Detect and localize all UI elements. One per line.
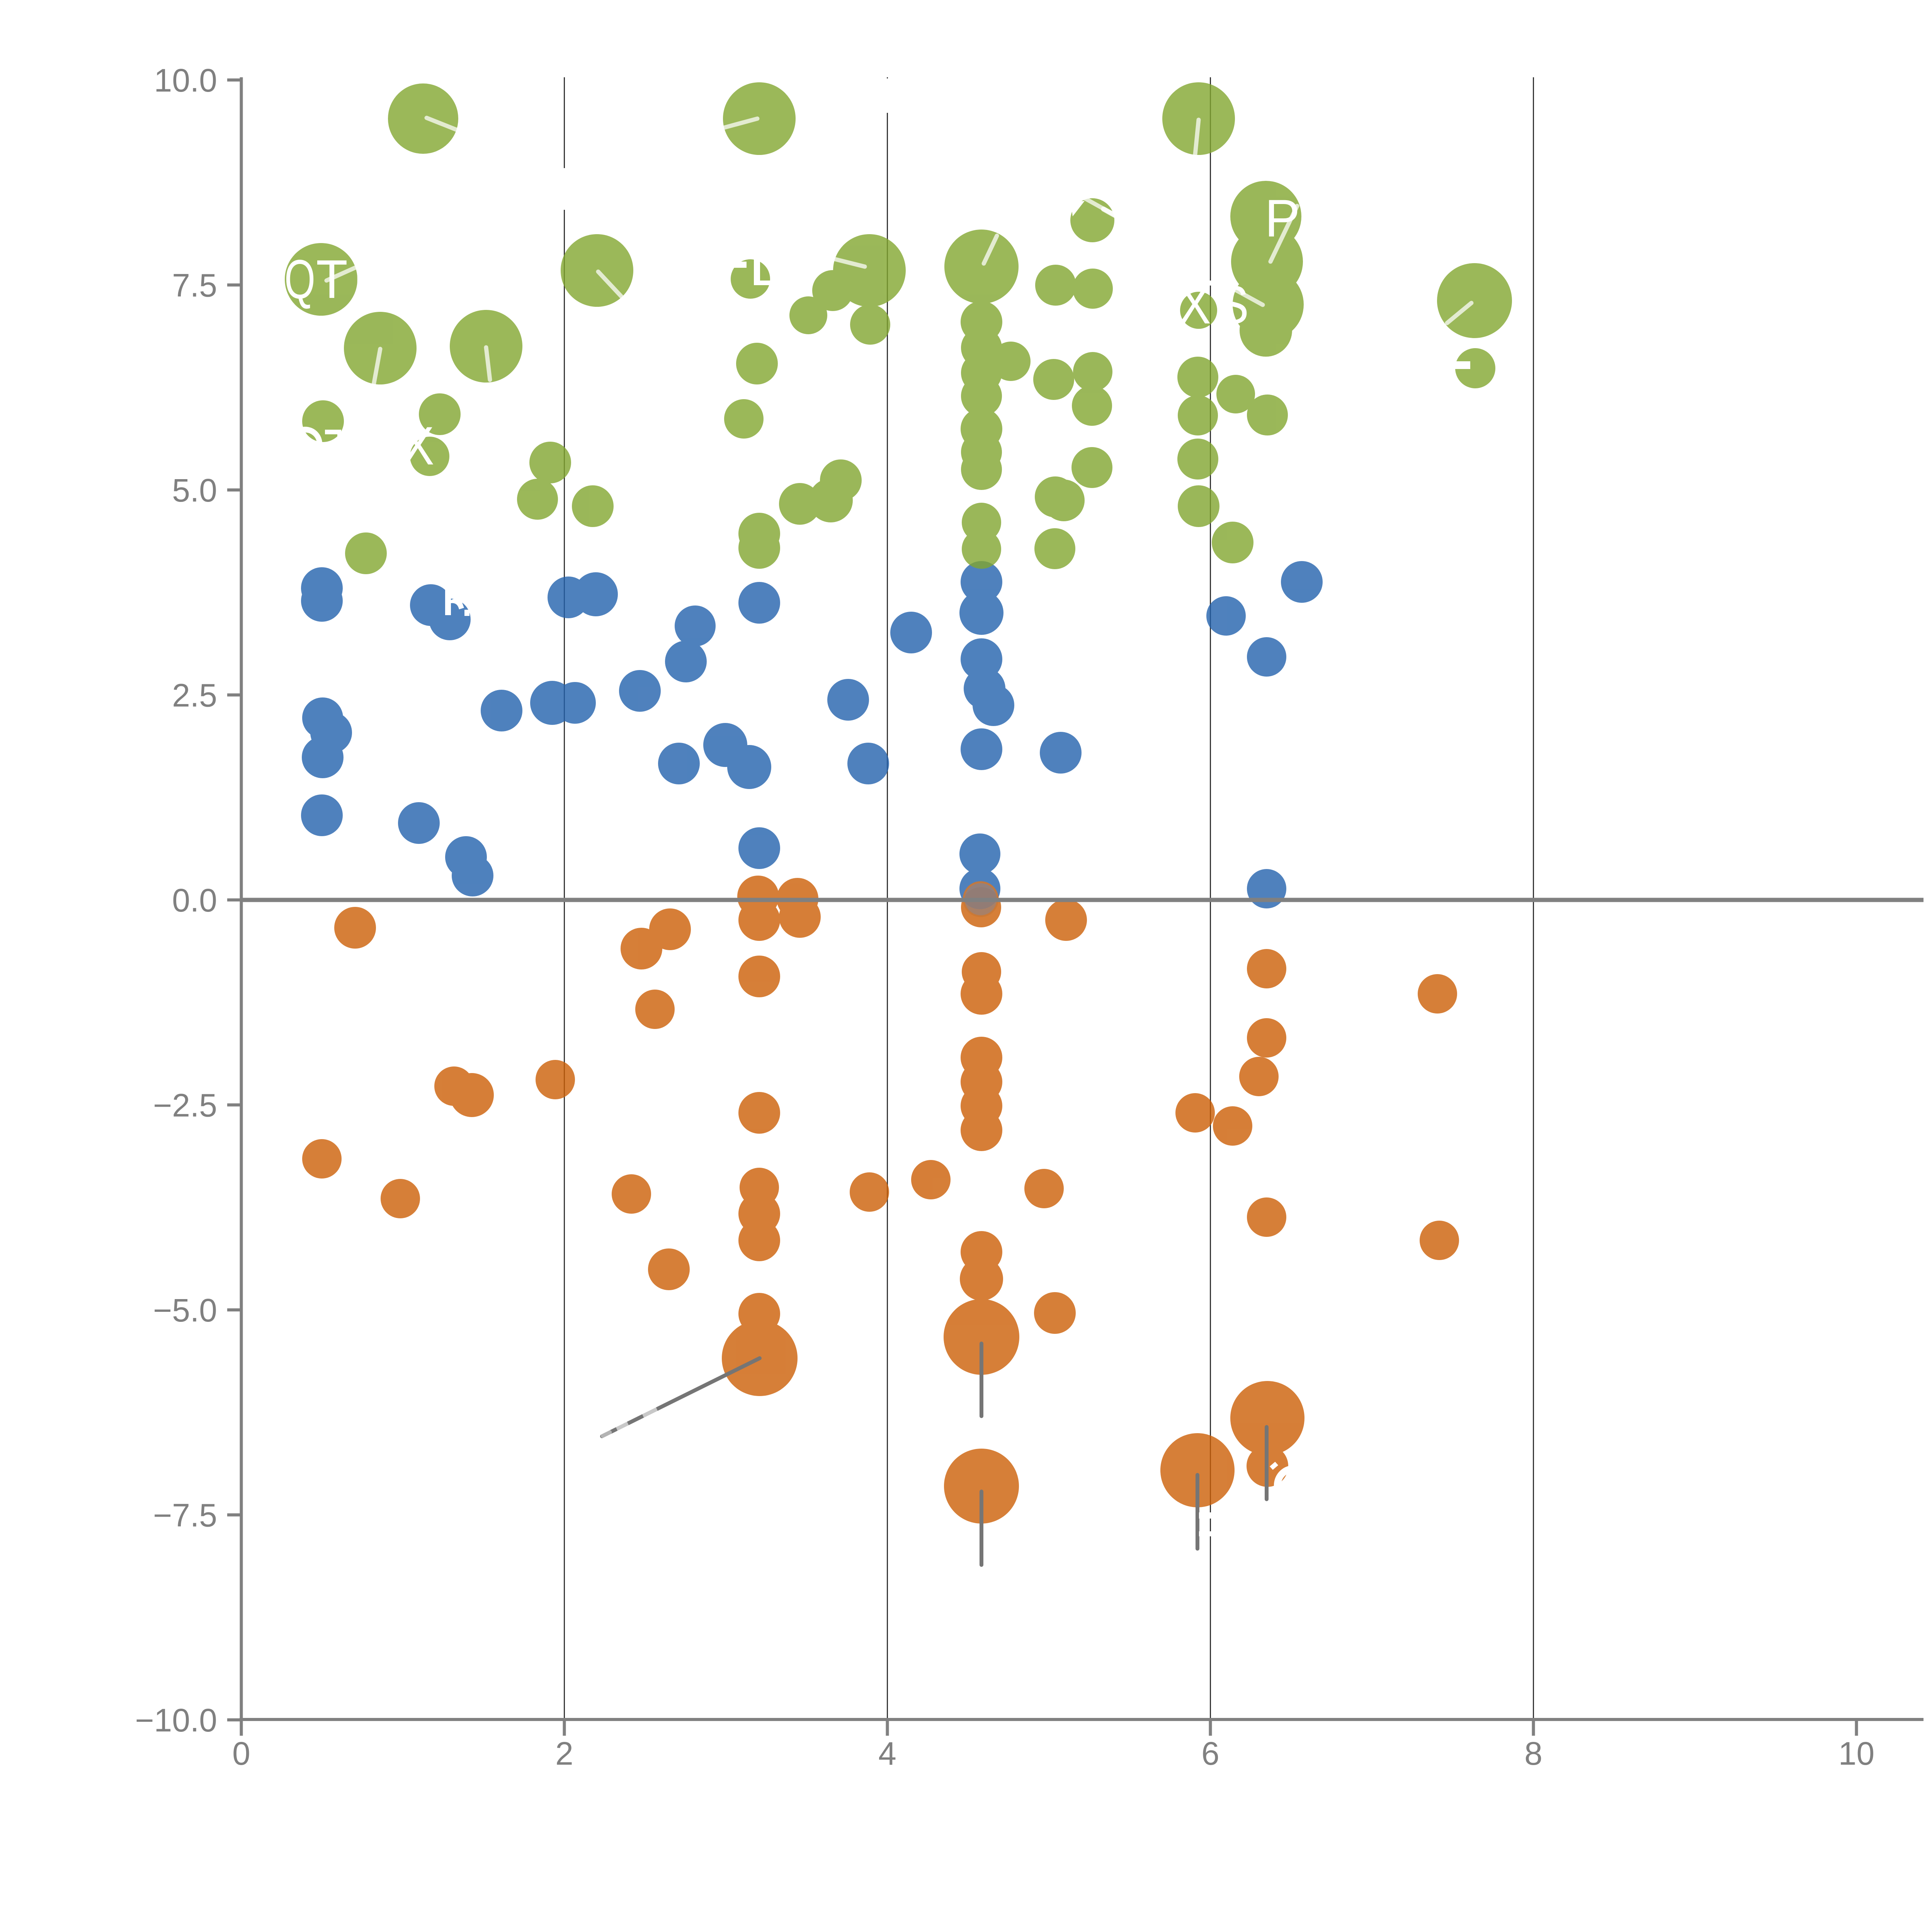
svg-text:Q: Q: [284, 248, 315, 310]
svg-text:X: X: [401, 415, 434, 476]
svg-text:2.5: 2.5: [172, 677, 217, 714]
svg-text:6: 6: [1201, 1735, 1219, 1772]
svg-text:T: T: [316, 249, 348, 310]
svg-text:−10.0: −10.0: [135, 1702, 217, 1738]
svg-text:10.0: 10.0: [154, 62, 218, 99]
svg-text:4: 4: [878, 1735, 896, 1772]
svg-text:U: U: [354, 249, 385, 310]
svg-text:8: 8: [1524, 1735, 1543, 1772]
svg-text:5.0: 5.0: [172, 472, 217, 509]
svg-text:−7.5: −7.5: [153, 1497, 217, 1534]
svg-text:7.5: 7.5: [172, 267, 217, 304]
svg-text:0.0: 0.0: [172, 882, 217, 918]
svg-text:0: 0: [232, 1735, 250, 1772]
svg-text:−5.0: −5.0: [153, 1292, 217, 1328]
svg-text:P: P: [1265, 189, 1300, 248]
svg-text:2: 2: [555, 1735, 573, 1772]
svg-text:S: S: [1216, 275, 1249, 335]
svg-text:−2.5: −2.5: [153, 1087, 217, 1124]
svg-text:10: 10: [1838, 1735, 1874, 1772]
